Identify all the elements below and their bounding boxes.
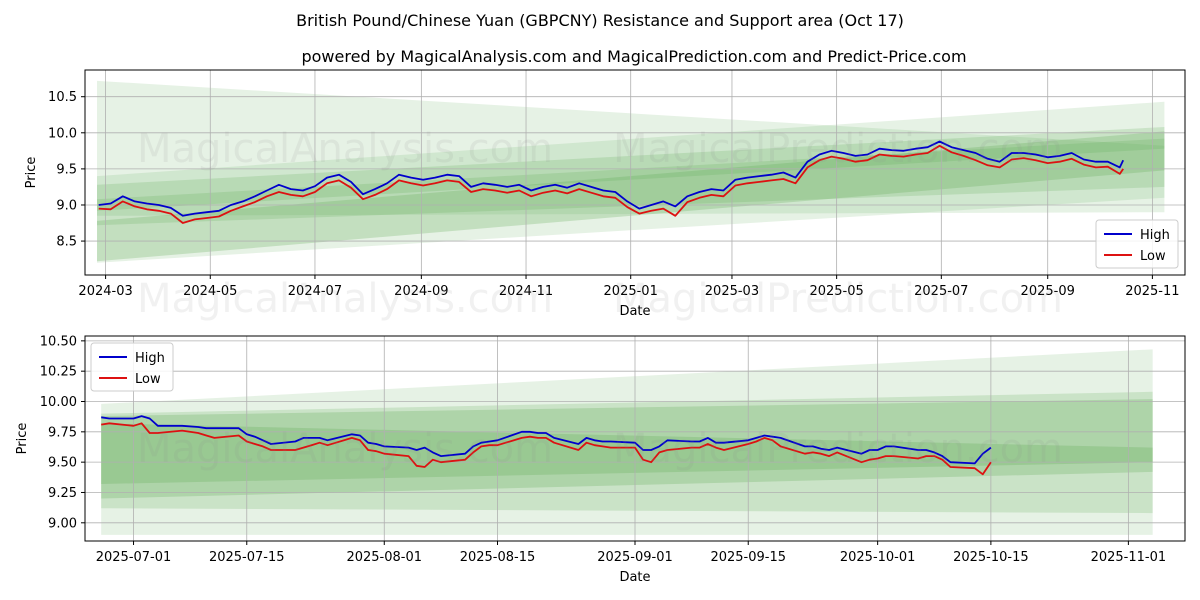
x-tick-label: 2025-01 bbox=[604, 284, 658, 299]
x-tick-label: 2025-10-01 bbox=[840, 550, 916, 565]
figure-title: British Pound/Chinese Yuan (GBPCNY) Resi… bbox=[296, 11, 904, 30]
x-tick-label: 2025-03 bbox=[705, 284, 759, 299]
x-tick-label: 2025-09 bbox=[1021, 284, 1075, 299]
x-tick-label: 2025-10-15 bbox=[953, 550, 1029, 565]
plot-area bbox=[85, 70, 1185, 275]
x-tick-label: 2025-07-15 bbox=[209, 550, 285, 565]
plot-area bbox=[85, 336, 1185, 541]
x-tick-label: 2024-11 bbox=[499, 284, 553, 299]
bottom-chart: 2025-07-01 2025-07-15 2025-08-01 2025-08-15… bbox=[15, 334, 1186, 585]
series-line-high bbox=[101, 415, 992, 465]
x-tick-label: 2025-09-15 bbox=[710, 550, 786, 565]
x-tick-label: 2025-07-01 bbox=[96, 550, 172, 565]
x-tick-label: 2025-08-15 bbox=[460, 550, 536, 565]
x-tick-label: 2024-07 bbox=[288, 284, 342, 299]
x-tick-label: 2025-05 bbox=[809, 284, 863, 299]
y-tick-label: 10.50 bbox=[40, 334, 77, 349]
watermark-right-top: MagicalPrediction.com bbox=[613, 126, 1063, 172]
x-tick-label: 2025-11-01 bbox=[1091, 550, 1167, 565]
x-tick-label: 2024-05 bbox=[183, 284, 237, 299]
y-tick-label: 9.5 bbox=[56, 162, 77, 177]
x-axis-label: Date bbox=[619, 304, 650, 319]
y-tick-label: 9.25 bbox=[48, 486, 77, 501]
y-tick-label: 10.00 bbox=[40, 395, 77, 410]
series-line-low bbox=[101, 422, 992, 476]
x-tick-label: 2025-11 bbox=[1125, 284, 1179, 299]
y-tick-label: 9.00 bbox=[48, 516, 77, 531]
watermark-right-mid: MagicalPrediction.com bbox=[613, 276, 1063, 322]
y-axis-label: Price bbox=[24, 157, 39, 189]
legend: High Low bbox=[90, 342, 174, 392]
legend: High Low bbox=[1095, 219, 1179, 269]
watermark-left-bottom: MagicalAnalysis.com bbox=[137, 426, 553, 472]
x-tick-label: 2025-09-01 bbox=[597, 550, 673, 565]
top-chart: 2024-03 2024-05 2024-07 2024-09 2024-11 2025-… bbox=[24, 69, 1186, 319]
y-tick-label: 9.50 bbox=[48, 456, 77, 471]
x-tick-label: 2025-07 bbox=[914, 284, 968, 299]
watermark-right-bottom: MagicalPrediction.com bbox=[613, 426, 1063, 472]
axes-frame bbox=[84, 69, 1186, 276]
legend-label-low: Low bbox=[135, 372, 161, 387]
band-2 bbox=[101, 399, 1153, 499]
series-line-high bbox=[98, 140, 1125, 217]
figure-subtitle: powered by MagicalAnalysis.com and Magic… bbox=[301, 47, 966, 66]
watermark-left-top: MagicalAnalysis.com bbox=[137, 126, 553, 172]
y-axis-label: Price bbox=[15, 423, 30, 455]
legend-label-high: High bbox=[135, 351, 165, 366]
y-tick-label: 10.25 bbox=[40, 365, 77, 380]
legend-label-low: Low bbox=[1140, 249, 1166, 264]
band-1 bbox=[101, 391, 1153, 514]
y-tick-label: 10.0 bbox=[48, 126, 77, 141]
y-tick-label: 9.75 bbox=[48, 425, 77, 440]
x-tick-label: 2024-09 bbox=[394, 284, 448, 299]
watermark-left-mid: MagicalAnalysis.com bbox=[137, 276, 553, 322]
y-tick-label: 9.0 bbox=[56, 198, 77, 213]
y-tick-label: 8.5 bbox=[56, 235, 77, 250]
x-tick-label: 2024-03 bbox=[78, 284, 132, 299]
x-tick-label: 2025-08-01 bbox=[346, 550, 422, 565]
legend-label-high: High bbox=[1140, 228, 1170, 243]
y-tick-label: 10.5 bbox=[48, 90, 77, 105]
x-axis-label: Date bbox=[619, 570, 650, 585]
series-line-low bbox=[98, 144, 1124, 224]
